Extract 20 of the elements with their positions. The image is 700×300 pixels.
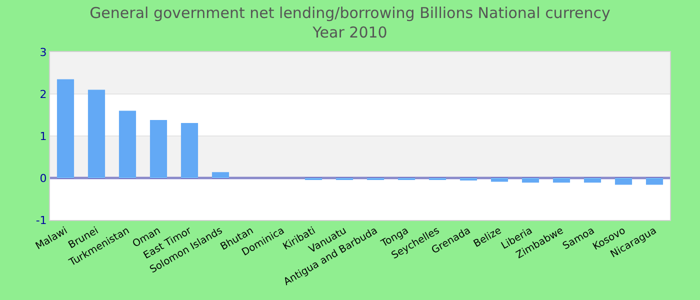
- bar: [522, 178, 540, 183]
- bar: [490, 178, 508, 182]
- bar: [56, 79, 74, 178]
- bar: [150, 120, 168, 178]
- y-tick-label: 0: [40, 172, 47, 185]
- bar: [460, 178, 478, 181]
- bar: [88, 90, 106, 178]
- y-tick-label: 1: [40, 130, 47, 143]
- bar: [584, 178, 602, 183]
- y-tick-label: 3: [40, 46, 47, 59]
- chart-subtitle: Year 2010: [312, 24, 388, 42]
- bar: [118, 110, 136, 178]
- y-tick-label: -1: [36, 214, 47, 227]
- bar: [614, 178, 632, 185]
- bar: [646, 178, 664, 185]
- y-tick-label: 2: [40, 88, 47, 101]
- bar: [180, 122, 198, 178]
- bar: [552, 178, 570, 183]
- chart-title: General government net lending/borrowing Billions National currency: [90, 4, 611, 22]
- bar: [212, 172, 230, 178]
